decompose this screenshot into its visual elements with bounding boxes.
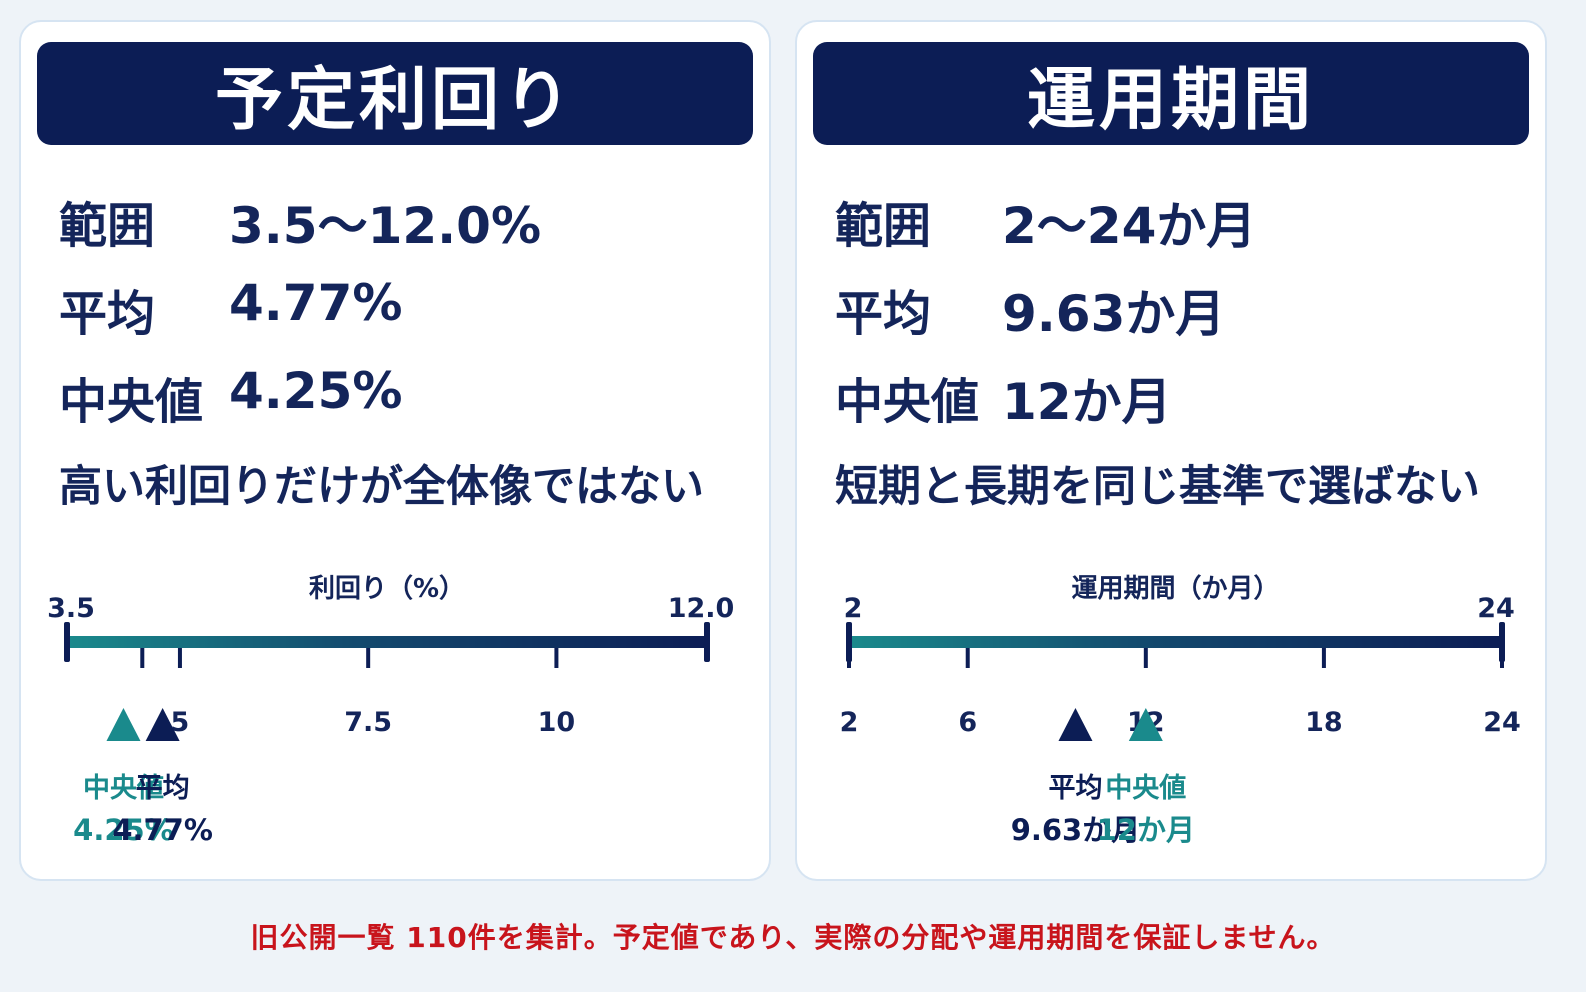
axis-tick: [177, 648, 182, 668]
axis-line: [67, 636, 707, 648]
tick-label: 7.5: [344, 707, 392, 738]
axis-tick: [847, 648, 851, 668]
tick-label: 18: [1305, 707, 1343, 738]
axis-tick: [366, 648, 371, 668]
axis-title: 運用期間（か月）: [1071, 574, 1279, 604]
marker-value-label: 12か月: [1097, 813, 1195, 847]
axis-tick: [554, 648, 559, 668]
term-median-value: 12か月: [1002, 373, 1172, 431]
yield-median-value: 4.25%: [229, 362, 403, 420]
marker-triangle: [1128, 708, 1163, 741]
marker-name: 中央値: [1105, 773, 1186, 804]
yield-mean-value: 4.77%: [229, 274, 403, 332]
axis-max-label: 24: [1477, 593, 1515, 624]
yield-range-label: 範囲: [59, 198, 156, 254]
yield-panel: 予定利回り 範囲 3.5〜12.0% 平均 4.77% 中央値 4.25% 高い…: [19, 20, 771, 881]
marker-triangle: [1058, 708, 1093, 741]
tick-label: 5: [171, 707, 190, 738]
axis-max-label: 12.0: [668, 593, 735, 624]
marker-triangle: [145, 708, 180, 741]
axis-min-label: 2: [844, 593, 863, 624]
yield-panel-title: 予定利回り: [37, 42, 753, 145]
yield-mean-label: 平均: [59, 286, 156, 342]
axis-tick: [965, 648, 970, 668]
tick-label: 6: [958, 707, 977, 738]
axis-tick: [1500, 648, 1504, 668]
axis-tick: [1143, 648, 1148, 668]
yield-median-label: 中央値: [59, 374, 204, 430]
marker-value-label: 9.63か月: [1011, 813, 1141, 847]
term-panel-title: 運用期間: [813, 42, 1529, 145]
axis-tick: [140, 648, 145, 668]
term-tagline: 短期と長期を同じ基準で選ばない: [835, 462, 1480, 512]
marker-name: 中央値: [83, 773, 164, 804]
axis-tick: [1321, 648, 1326, 668]
yield-number-line-chart: 利回り（%） 3.5 12.0 5 7.5 10 中央値 4.25% 平均 4.77%: [47, 574, 735, 847]
term-range-label: 範囲: [835, 198, 932, 254]
yield-range-value: 3.5〜12.0%: [229, 197, 542, 255]
term-range-value: 2〜24か月: [1002, 197, 1257, 255]
term-mean-value: 9.63か月: [1002, 285, 1226, 343]
marker-value-label: 4.77%: [112, 813, 213, 847]
axis-min-label: 3.5: [47, 593, 95, 624]
footer-disclaimer: 旧公開一覧 110件を集計。予定値であり、実際の分配や運用期間を保証しません。: [250, 921, 1336, 954]
tick-label: 2: [840, 707, 859, 738]
axis-end-cap: [64, 622, 70, 662]
axis-end-cap: [704, 622, 710, 662]
marker-value-label: 4.25%: [73, 813, 174, 847]
term-mean-label: 平均: [835, 286, 932, 342]
term-median-label: 中央値: [835, 374, 980, 430]
axis-title: 利回り（%）: [309, 574, 465, 604]
tick-label: 24: [1483, 707, 1521, 738]
marker-triangle: [106, 708, 141, 741]
tick-label: 10: [538, 707, 576, 738]
yield-tagline: 高い利回りだけが全体像ではない: [59, 462, 704, 512]
axis-line: [849, 636, 1502, 648]
marker-name: 平均: [1048, 773, 1102, 804]
term-panel: 運用期間 範囲 2〜24か月 平均 9.63か月 中央値 12か月 短期と長期を…: [795, 20, 1547, 881]
marker-name: 平均: [136, 773, 190, 804]
